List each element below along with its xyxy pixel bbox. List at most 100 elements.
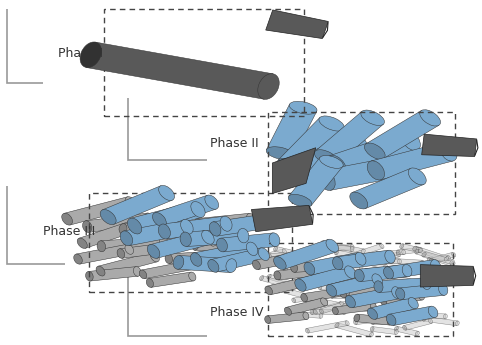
Polygon shape: [89, 267, 138, 281]
Ellipse shape: [421, 290, 425, 295]
Ellipse shape: [295, 279, 306, 292]
Ellipse shape: [247, 213, 254, 223]
Polygon shape: [382, 282, 424, 295]
Ellipse shape: [390, 258, 394, 263]
Ellipse shape: [363, 273, 367, 277]
Polygon shape: [348, 244, 383, 259]
Polygon shape: [120, 242, 174, 258]
Ellipse shape: [180, 232, 191, 246]
Ellipse shape: [290, 311, 294, 316]
Polygon shape: [156, 229, 215, 246]
Ellipse shape: [367, 161, 385, 180]
Ellipse shape: [350, 192, 368, 209]
Ellipse shape: [409, 312, 413, 317]
Ellipse shape: [356, 290, 360, 295]
Polygon shape: [319, 282, 347, 290]
Ellipse shape: [401, 130, 420, 150]
Polygon shape: [64, 197, 134, 225]
Ellipse shape: [398, 259, 402, 264]
Polygon shape: [98, 252, 158, 276]
Ellipse shape: [358, 297, 363, 301]
Polygon shape: [267, 104, 317, 157]
Ellipse shape: [282, 264, 286, 269]
Polygon shape: [326, 265, 362, 273]
Text: Phase I: Phase I: [58, 47, 103, 60]
Ellipse shape: [402, 265, 412, 277]
Polygon shape: [211, 248, 267, 272]
Polygon shape: [341, 282, 387, 298]
Ellipse shape: [62, 213, 72, 225]
Polygon shape: [387, 260, 438, 279]
Polygon shape: [155, 195, 216, 227]
Ellipse shape: [375, 258, 379, 263]
Polygon shape: [395, 326, 418, 336]
Polygon shape: [312, 309, 344, 315]
Ellipse shape: [267, 274, 271, 279]
Ellipse shape: [350, 247, 354, 252]
Ellipse shape: [306, 328, 309, 333]
Ellipse shape: [344, 282, 348, 287]
Polygon shape: [330, 131, 417, 175]
Polygon shape: [318, 273, 362, 284]
Ellipse shape: [368, 288, 372, 293]
Polygon shape: [310, 245, 352, 253]
Ellipse shape: [444, 257, 449, 261]
Polygon shape: [292, 311, 321, 318]
Polygon shape: [312, 275, 334, 282]
Ellipse shape: [301, 294, 308, 302]
Ellipse shape: [311, 277, 315, 282]
Ellipse shape: [422, 252, 426, 257]
Ellipse shape: [350, 245, 354, 249]
Polygon shape: [297, 266, 353, 291]
Ellipse shape: [190, 253, 202, 266]
Polygon shape: [285, 265, 312, 272]
Ellipse shape: [440, 142, 457, 161]
Ellipse shape: [216, 238, 228, 252]
Polygon shape: [335, 274, 361, 283]
Ellipse shape: [349, 304, 353, 308]
Polygon shape: [148, 272, 194, 287]
Ellipse shape: [189, 272, 196, 281]
Ellipse shape: [181, 219, 193, 234]
Ellipse shape: [238, 228, 249, 243]
Ellipse shape: [130, 220, 140, 231]
Ellipse shape: [355, 278, 359, 283]
Polygon shape: [76, 244, 131, 264]
Ellipse shape: [292, 298, 296, 303]
Ellipse shape: [345, 321, 349, 325]
Polygon shape: [277, 266, 326, 280]
Polygon shape: [177, 255, 232, 273]
Polygon shape: [305, 294, 327, 300]
Ellipse shape: [304, 262, 315, 275]
Ellipse shape: [125, 244, 134, 254]
Ellipse shape: [210, 236, 218, 246]
Polygon shape: [366, 266, 410, 277]
Ellipse shape: [330, 294, 334, 298]
Ellipse shape: [100, 209, 116, 225]
Polygon shape: [348, 287, 399, 308]
Polygon shape: [197, 213, 251, 228]
Ellipse shape: [416, 281, 421, 286]
Polygon shape: [389, 306, 435, 326]
Polygon shape: [131, 202, 202, 234]
Ellipse shape: [370, 302, 376, 310]
Ellipse shape: [192, 241, 199, 250]
Ellipse shape: [383, 264, 388, 269]
Polygon shape: [267, 276, 317, 295]
Ellipse shape: [455, 321, 459, 326]
Ellipse shape: [332, 275, 335, 280]
Ellipse shape: [169, 242, 177, 252]
Ellipse shape: [321, 240, 324, 245]
Ellipse shape: [158, 224, 171, 239]
Ellipse shape: [368, 260, 373, 265]
Ellipse shape: [201, 230, 214, 244]
Ellipse shape: [387, 274, 391, 278]
Ellipse shape: [119, 224, 127, 234]
Polygon shape: [377, 307, 409, 314]
Polygon shape: [335, 250, 378, 263]
Ellipse shape: [359, 258, 363, 263]
Polygon shape: [316, 111, 383, 164]
Ellipse shape: [326, 285, 336, 296]
Ellipse shape: [420, 260, 424, 265]
Ellipse shape: [276, 286, 281, 291]
